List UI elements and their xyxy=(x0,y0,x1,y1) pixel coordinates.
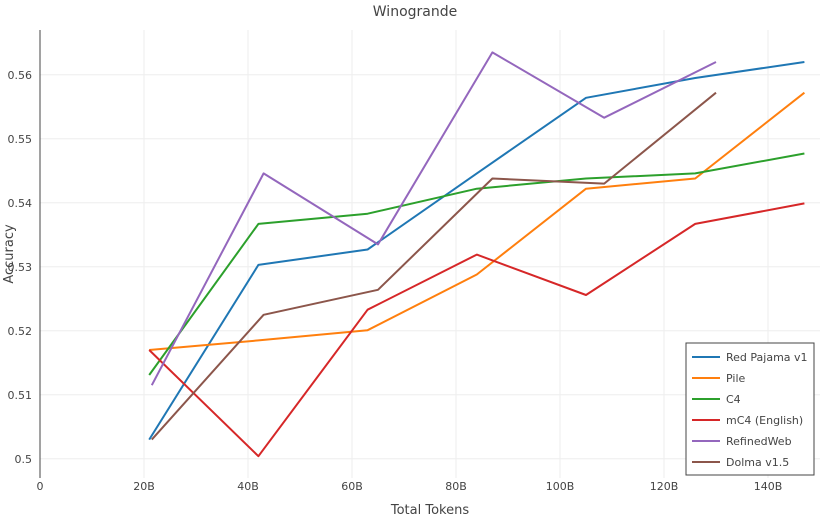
legend: Red Pajama v1 Pile C4 mC4 (English) RefinedW… xyxy=(685,342,815,476)
legend-label: mC4 (English) xyxy=(726,414,803,427)
x-tick-label: 20B xyxy=(133,480,155,493)
y-tick-labels: 0.5 0.51 0.52 0.53 0.54 0.55 0.56 xyxy=(8,69,33,466)
x-tick-label: 0 xyxy=(37,480,44,493)
x-tick-label: 100B xyxy=(546,480,575,493)
x-tick-label: 140B xyxy=(754,480,783,493)
y-tick-label: 0.51 xyxy=(8,389,33,402)
y-tick-label: 0.55 xyxy=(8,133,33,146)
x-tick-label: 120B xyxy=(650,480,679,493)
series-line xyxy=(149,91,806,351)
legend-label: Red Pajama v1 xyxy=(726,351,808,364)
y-tick-label: 0.56 xyxy=(8,69,33,82)
series-line xyxy=(150,51,717,386)
chart-title: Winogrande xyxy=(373,4,457,20)
legend-label: Pile xyxy=(726,372,746,385)
legend-label: C4 xyxy=(726,393,741,406)
legend-label: Dolma v1.5 xyxy=(726,456,789,469)
x-tick-labels: 0 20B 40B 60B 80B 100B 120B 140B xyxy=(37,480,783,493)
series-lines xyxy=(148,51,806,458)
y-tick-label: 0.5 xyxy=(15,453,33,466)
y-tick-label: 0.52 xyxy=(8,325,33,338)
series-line xyxy=(148,61,805,441)
x-tick-label: 80B xyxy=(445,480,467,493)
series-line xyxy=(148,202,805,458)
x-tick-label: 60B xyxy=(341,480,363,493)
x-axis-title: Total Tokens xyxy=(390,503,469,518)
y-tick-label: 0.53 xyxy=(8,261,33,274)
x-tick-label: 40B xyxy=(237,480,259,493)
legend-label: RefinedWeb xyxy=(726,435,792,448)
series-line xyxy=(148,152,805,376)
series-line xyxy=(151,91,717,441)
y-axis-title: Accuracy xyxy=(2,224,17,284)
legend-box xyxy=(685,342,815,476)
y-tick-label: 0.54 xyxy=(8,197,33,210)
